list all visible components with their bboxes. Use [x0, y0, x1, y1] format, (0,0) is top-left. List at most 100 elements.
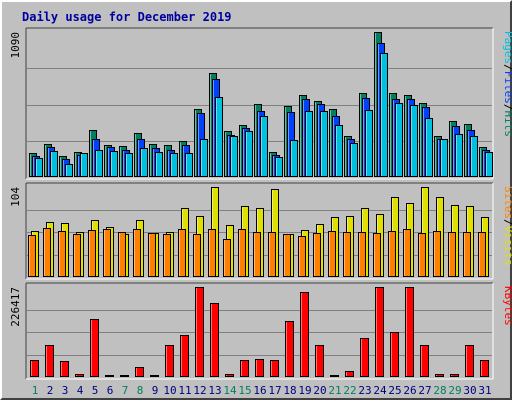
- bar-sites-21: [328, 231, 336, 277]
- bar-kbytes-26: [405, 287, 414, 377]
- x-tick-label: 8: [137, 384, 144, 397]
- bar-pages-25: [395, 103, 403, 177]
- x-tick-label: 28: [433, 384, 446, 397]
- bar-sites-29: [448, 232, 456, 277]
- series-kbytes: [30, 287, 489, 377]
- bar-kbytes-20: [315, 345, 324, 377]
- bar-pages-24: [380, 53, 388, 177]
- y-max-label: 1090: [9, 32, 22, 59]
- x-tick-label: 20: [313, 384, 326, 397]
- bar-kbytes-15: [240, 360, 249, 377]
- bar-pages-17: [275, 157, 283, 177]
- bar-kbytes-11: [180, 335, 189, 377]
- x-tick-label: 3: [62, 384, 69, 397]
- bar-kbytes-31: [480, 360, 489, 377]
- bar-sites-13: [208, 229, 216, 277]
- bar-kbytes-4: [75, 374, 84, 377]
- right-legend: KBytes: [502, 286, 512, 326]
- panel-kbytes: 226417 KBytes: [9, 282, 512, 380]
- x-tick-label: 12: [193, 384, 206, 397]
- x-tick-label: 29: [448, 384, 461, 397]
- bar-pages-23: [365, 110, 373, 177]
- bar-kbytes-30: [465, 345, 474, 377]
- x-tick-label: 4: [77, 384, 84, 397]
- x-tick-label: 9: [152, 384, 159, 397]
- bar-sites-15: [238, 229, 246, 277]
- bar-kbytes-28: [435, 374, 444, 377]
- bar-kbytes-1: [30, 360, 39, 377]
- x-tick-label: 17: [268, 384, 281, 397]
- x-tick-label: 2: [47, 384, 54, 397]
- bar-pages-15: [245, 131, 253, 177]
- bar-sites-30: [463, 232, 471, 277]
- legend-files: Files: [502, 71, 512, 104]
- bar-sites-16: [253, 232, 261, 277]
- legend-hits: Hits: [502, 111, 512, 138]
- bar-pages-30: [470, 136, 478, 177]
- bar-sites-5: [88, 230, 96, 277]
- x-tick-label: 11: [178, 384, 191, 397]
- bar-kbytes-17: [270, 360, 279, 377]
- bar-sites-2: [43, 228, 51, 277]
- bar-pages-27: [425, 118, 433, 177]
- legend-sites: Sites: [502, 186, 512, 219]
- x-tick-label: 16: [253, 384, 266, 397]
- bar-pages-12: [200, 139, 208, 177]
- bar-pages-2: [50, 151, 58, 177]
- bar-pages-10: [170, 153, 178, 177]
- right-legend: Sites/Visits: [502, 186, 512, 266]
- bar-pages-5: [95, 150, 103, 177]
- y-max-label: 226417: [9, 287, 22, 327]
- bar-pages-19: [305, 111, 313, 177]
- bar-sites-6: [103, 229, 111, 277]
- x-tick-label: 10: [163, 384, 176, 397]
- bar-sites-7: [118, 232, 126, 277]
- bar-pages-13: [215, 97, 223, 177]
- bar-pages-4: [80, 153, 88, 177]
- bar-kbytes-29: [450, 374, 459, 377]
- bar-sites-24: [373, 233, 381, 277]
- bar-pages-14: [230, 136, 238, 177]
- x-tick-label: 26: [403, 384, 416, 397]
- bar-pages-11: [185, 153, 193, 177]
- bar-kbytes-14: [225, 374, 234, 377]
- bar-pages-3: [65, 164, 73, 177]
- y-max-label: 104: [9, 187, 22, 207]
- panel-visits-sites: 104 Sites/Visits: [9, 182, 512, 280]
- bar-kbytes-21: [330, 375, 339, 377]
- bar-kbytes-9: [150, 375, 159, 377]
- x-tick-label: 25: [388, 384, 401, 397]
- legend-separator: /: [502, 64, 512, 71]
- bar-kbytes-27: [420, 345, 429, 377]
- bar-pages-28: [440, 139, 448, 177]
- x-tick-label: 6: [107, 384, 114, 397]
- x-tick-label: 19: [298, 384, 311, 397]
- series-sites: [28, 228, 486, 277]
- bar-sites-17: [268, 232, 276, 277]
- bar-kbytes-2: [45, 345, 54, 377]
- bar-sites-20: [313, 233, 321, 277]
- bar-pages-6: [110, 151, 118, 177]
- bar-sites-4: [73, 234, 81, 277]
- bar-sites-8: [133, 229, 141, 277]
- legend-separator: /: [502, 219, 512, 226]
- x-tick-label: 14: [223, 384, 237, 397]
- x-tick-label: 27: [418, 384, 431, 397]
- bar-kbytes-23: [360, 338, 369, 377]
- bar-sites-25: [388, 231, 396, 277]
- bar-pages-8: [140, 148, 148, 177]
- chart-panels: 1090Pages/Files/Hits104Sites/Visits22641…: [9, 27, 512, 380]
- bar-kbytes-16: [255, 359, 264, 377]
- bar-sites-26: [403, 229, 411, 277]
- bar-kbytes-19: [300, 292, 309, 377]
- bar-sites-27: [418, 233, 426, 277]
- bar-pages-22: [350, 143, 358, 177]
- bar-sites-1: [28, 235, 36, 277]
- x-tick-label: 23: [358, 384, 371, 397]
- bar-pages-18: [290, 140, 298, 177]
- bar-pages-20: [320, 111, 328, 177]
- bar-sites-31: [478, 232, 486, 277]
- bar-kbytes-8: [135, 367, 144, 377]
